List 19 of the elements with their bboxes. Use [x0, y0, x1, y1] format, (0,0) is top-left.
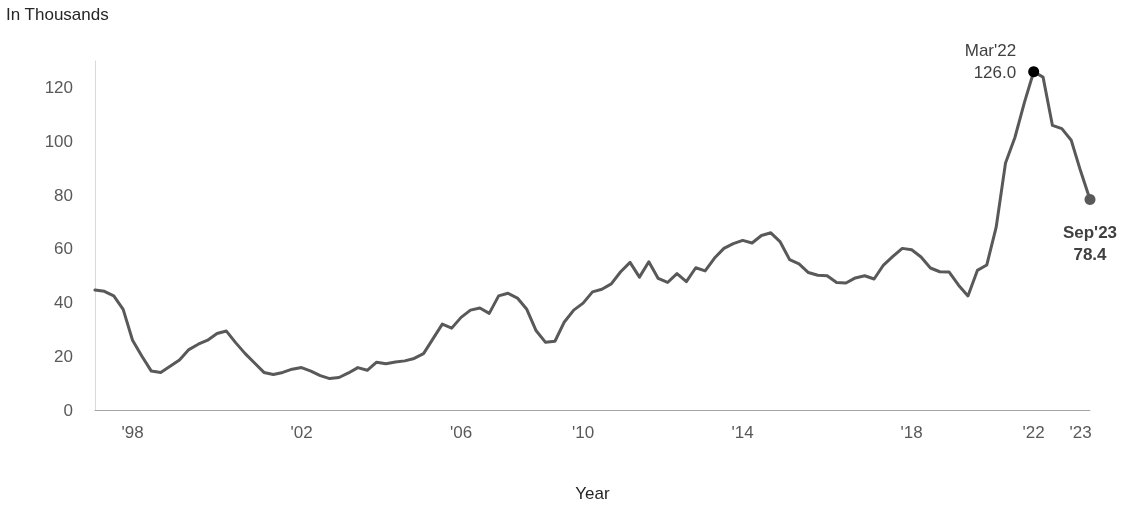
- data-label: Mar'22 126.0: [964, 41, 1017, 83]
- y-axis-title: In Thousands: [6, 5, 109, 24]
- data-label: Sep'23 78.4: [1062, 222, 1118, 264]
- y-tick-label: 80: [54, 185, 73, 205]
- x-tick-label: '22: [1022, 423, 1045, 442]
- x-tick-label: '18: [900, 423, 923, 442]
- y-tick-label: 120: [44, 78, 73, 98]
- x-tick-label: '23: [1069, 423, 1092, 442]
- y-tick-label: 60: [54, 239, 73, 259]
- x-tick-label: '06: [450, 423, 473, 442]
- y-tick-label: 20: [54, 346, 73, 366]
- x-tick-label: '02: [290, 423, 313, 442]
- x-tick-label: '14: [731, 423, 754, 442]
- x-tick-label: '98: [121, 423, 144, 442]
- x-tick-label: '10: [572, 423, 595, 442]
- y-tick-label: 100: [44, 132, 73, 152]
- x-axis-title: Year: [575, 484, 611, 503]
- y-tick-label: 40: [54, 293, 73, 313]
- y-tick-label: 0: [63, 400, 73, 420]
